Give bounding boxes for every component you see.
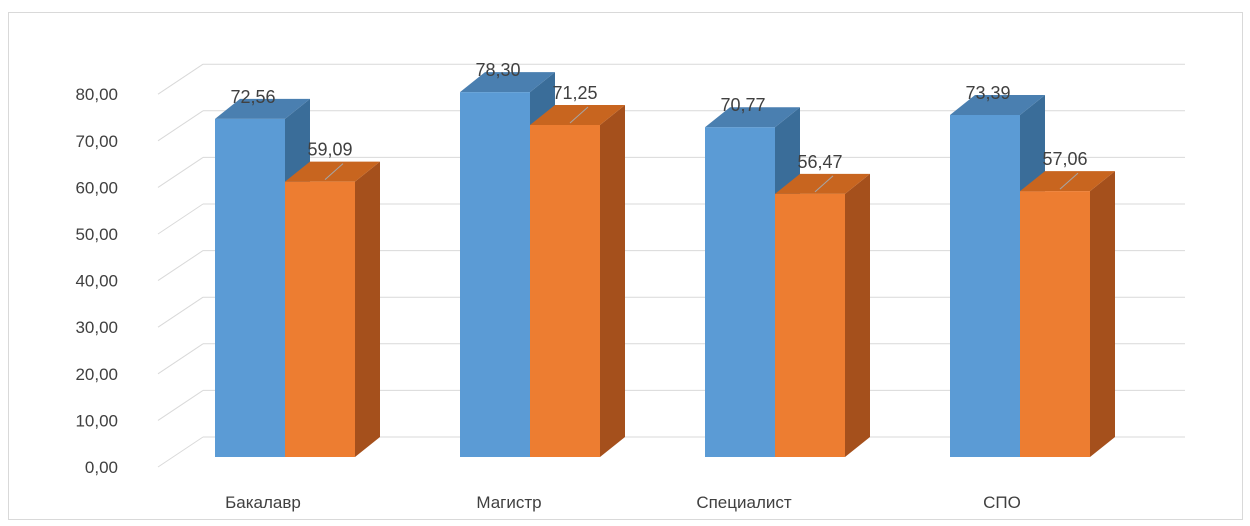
- y-axis: 0,00 10,00 20,00 30,00 40,00 50,00 60,00 70,00 8…: [75, 85, 118, 477]
- y-tick-label: 80,00: [75, 85, 118, 104]
- bar: [775, 193, 845, 457]
- bar-top: [950, 95, 1045, 116]
- data-labels: 72,56 59,09 78,30 71,25 70,77 56,47 73,39 57,06: [230, 60, 1088, 193]
- bar-side: [355, 161, 380, 457]
- x-category-label: Специалист: [696, 493, 792, 512]
- gridline-diagonal: [157, 63, 204, 95]
- bar-side: [600, 104, 625, 457]
- gridline-diagonal: [157, 296, 204, 328]
- data-label: 57,06: [1042, 149, 1087, 169]
- y-tick-label: 10,00: [75, 411, 118, 430]
- y-tick-label: 20,00: [75, 365, 118, 384]
- bars: [215, 72, 1115, 458]
- bar: [1020, 191, 1090, 457]
- y-tick-label: 70,00: [75, 132, 118, 151]
- data-label: 59,09: [307, 140, 352, 160]
- bar: [285, 181, 355, 457]
- y-tick-label: 60,00: [75, 178, 118, 197]
- data-label: 73,39: [965, 83, 1010, 103]
- data-label: 72,56: [230, 87, 275, 107]
- y-tick-label: 40,00: [75, 272, 118, 291]
- label-leader-line: [324, 163, 344, 181]
- bar: [705, 127, 775, 458]
- data-label: 70,77: [720, 95, 765, 115]
- y-tick-label: 50,00: [75, 225, 118, 244]
- gridline-diagonal: [157, 389, 204, 421]
- bar-top: [705, 107, 800, 128]
- y-tick-label: 0,00: [85, 458, 118, 477]
- gridline-diagonal: [157, 250, 204, 282]
- bar: [460, 92, 530, 457]
- gridline-diagonal: [157, 110, 204, 142]
- bar: [950, 115, 1020, 458]
- bar-side: [845, 173, 870, 457]
- y-tick-label: 30,00: [75, 318, 118, 337]
- label-leader-line: [814, 175, 834, 193]
- gridline-diagonal: [157, 203, 204, 235]
- bar: [530, 124, 600, 457]
- data-label: 56,47: [797, 152, 842, 172]
- bar-top: [285, 161, 380, 182]
- x-category-label: СПО: [983, 493, 1021, 512]
- bar-side: [1090, 171, 1115, 457]
- bar-top: [460, 72, 555, 93]
- x-axis: Бакалавр Магистр Специалист СПО: [225, 493, 1021, 512]
- bar-top: [215, 98, 310, 119]
- x-category-label: Бакалавр: [225, 493, 301, 512]
- gridline-diagonal: [157, 436, 204, 468]
- bar-top: [1020, 171, 1115, 192]
- bar-top: [530, 104, 625, 125]
- label-leader-line: [1059, 172, 1079, 190]
- bar-top: [775, 173, 870, 194]
- gridline-diagonal: [157, 343, 204, 375]
- gridline-diagonal: [157, 156, 204, 188]
- data-label: 71,25: [552, 83, 597, 103]
- label-leader-line: [569, 106, 589, 124]
- x-category-label: Магистр: [476, 493, 541, 512]
- data-label: 78,30: [475, 60, 520, 80]
- bar: [215, 118, 285, 458]
